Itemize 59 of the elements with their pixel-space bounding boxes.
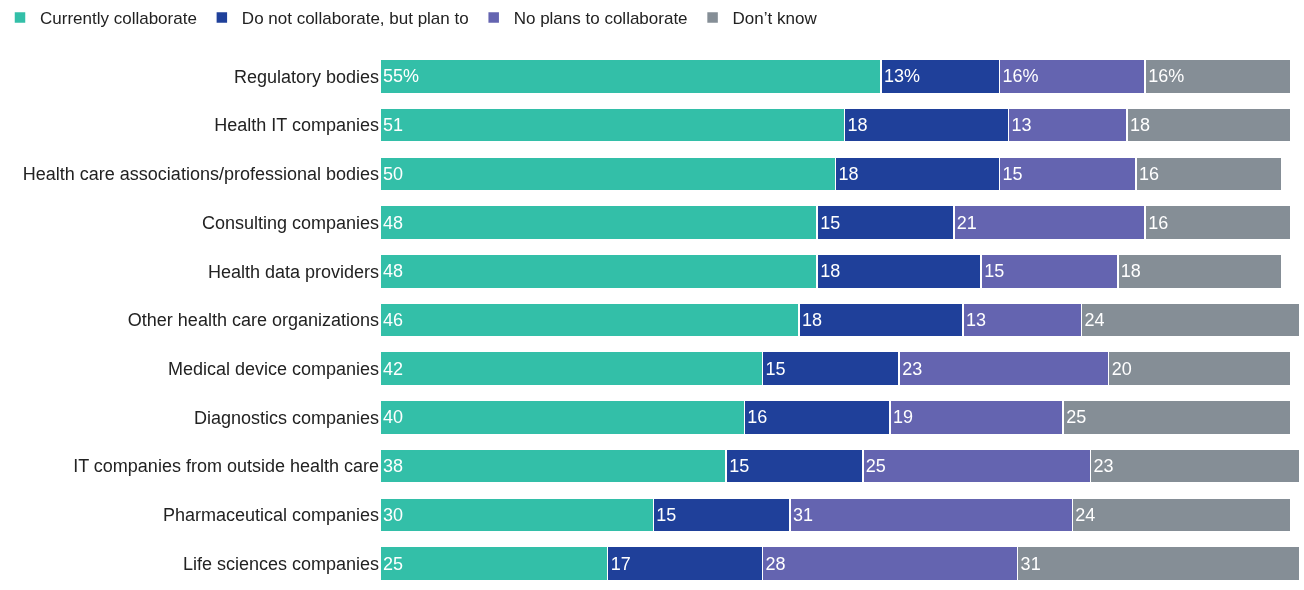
y-tick-label: IT companies from outside health care <box>73 456 379 477</box>
data-label: 15 <box>1002 163 1023 184</box>
y-tick-label: Health care associations/professional bodies <box>22 164 379 185</box>
y-tick-label: Medical device companies <box>167 359 379 380</box>
y-tick-label: Life sciences companies <box>182 553 379 574</box>
legend-label: Currently collaborate <box>40 9 197 29</box>
y-tick-label: Regulatory bodies <box>233 66 379 87</box>
data-label: 40 <box>383 407 404 428</box>
data-label: 24 <box>1084 310 1105 330</box>
data-label: 18 <box>802 310 823 330</box>
legend-label: Do not collaborate, but plan to <box>241 9 469 29</box>
data-label: 16 <box>747 407 768 428</box>
data-label: 16 <box>1139 163 1160 184</box>
data-label: 20 <box>1111 358 1132 379</box>
data-label: 23 <box>902 358 923 379</box>
data-label: 18 <box>838 163 859 184</box>
data-label: 18 <box>820 261 841 282</box>
y-tick-label: Health IT companies <box>214 115 379 136</box>
data-label: 15 <box>765 358 786 379</box>
data-label: 55% <box>383 66 420 87</box>
data-label: 16% <box>1148 66 1185 87</box>
data-label: 31 <box>792 504 813 525</box>
data-label: 13% <box>883 66 921 87</box>
data-label: 25 <box>383 553 404 574</box>
data-label: 21 <box>956 212 977 233</box>
y-tick-label: Consulting companies <box>201 212 379 233</box>
data-label: 31 <box>1020 553 1041 574</box>
data-label: 16 <box>1148 212 1169 233</box>
data-label: 15 <box>984 261 1005 282</box>
data-label: 16% <box>1002 66 1039 87</box>
data-label: 13 <box>1011 115 1032 136</box>
y-tick-label: Health data providers <box>207 261 379 282</box>
y-tick-label: Other health care organizations <box>127 310 379 331</box>
data-label: 13 <box>965 310 986 330</box>
data-label: 46 <box>383 310 404 330</box>
data-label: 15 <box>656 504 677 525</box>
data-label: 23 <box>1093 456 1114 477</box>
legend-label: Don’t know <box>732 9 818 29</box>
data-label: 48 <box>383 261 404 282</box>
data-label: 51 <box>383 115 404 136</box>
data-label: 24 <box>1075 504 1096 525</box>
data-label: 15 <box>820 212 841 233</box>
data-label: 15 <box>729 456 750 477</box>
data-label: 48 <box>383 212 404 233</box>
y-tick-label: Diagnostics companies <box>193 407 379 428</box>
data-label: 30 <box>383 504 404 525</box>
data-label: 18 <box>1120 261 1141 282</box>
data-label: 18 <box>847 115 868 136</box>
data-label: 19 <box>893 407 914 428</box>
y-tick-label: Pharmaceutical companies <box>162 505 379 526</box>
data-label: 18 <box>1129 115 1150 136</box>
data-label: 28 <box>765 553 786 574</box>
data-label: 25 <box>1066 407 1087 428</box>
legend-label: No plans to collaborate <box>513 9 688 29</box>
data-label: 50 <box>383 163 404 184</box>
data-label: 17 <box>610 553 631 574</box>
data-label: 38 <box>383 456 404 477</box>
data-label: 42 <box>383 358 404 379</box>
data-label: 25 <box>865 456 886 477</box>
